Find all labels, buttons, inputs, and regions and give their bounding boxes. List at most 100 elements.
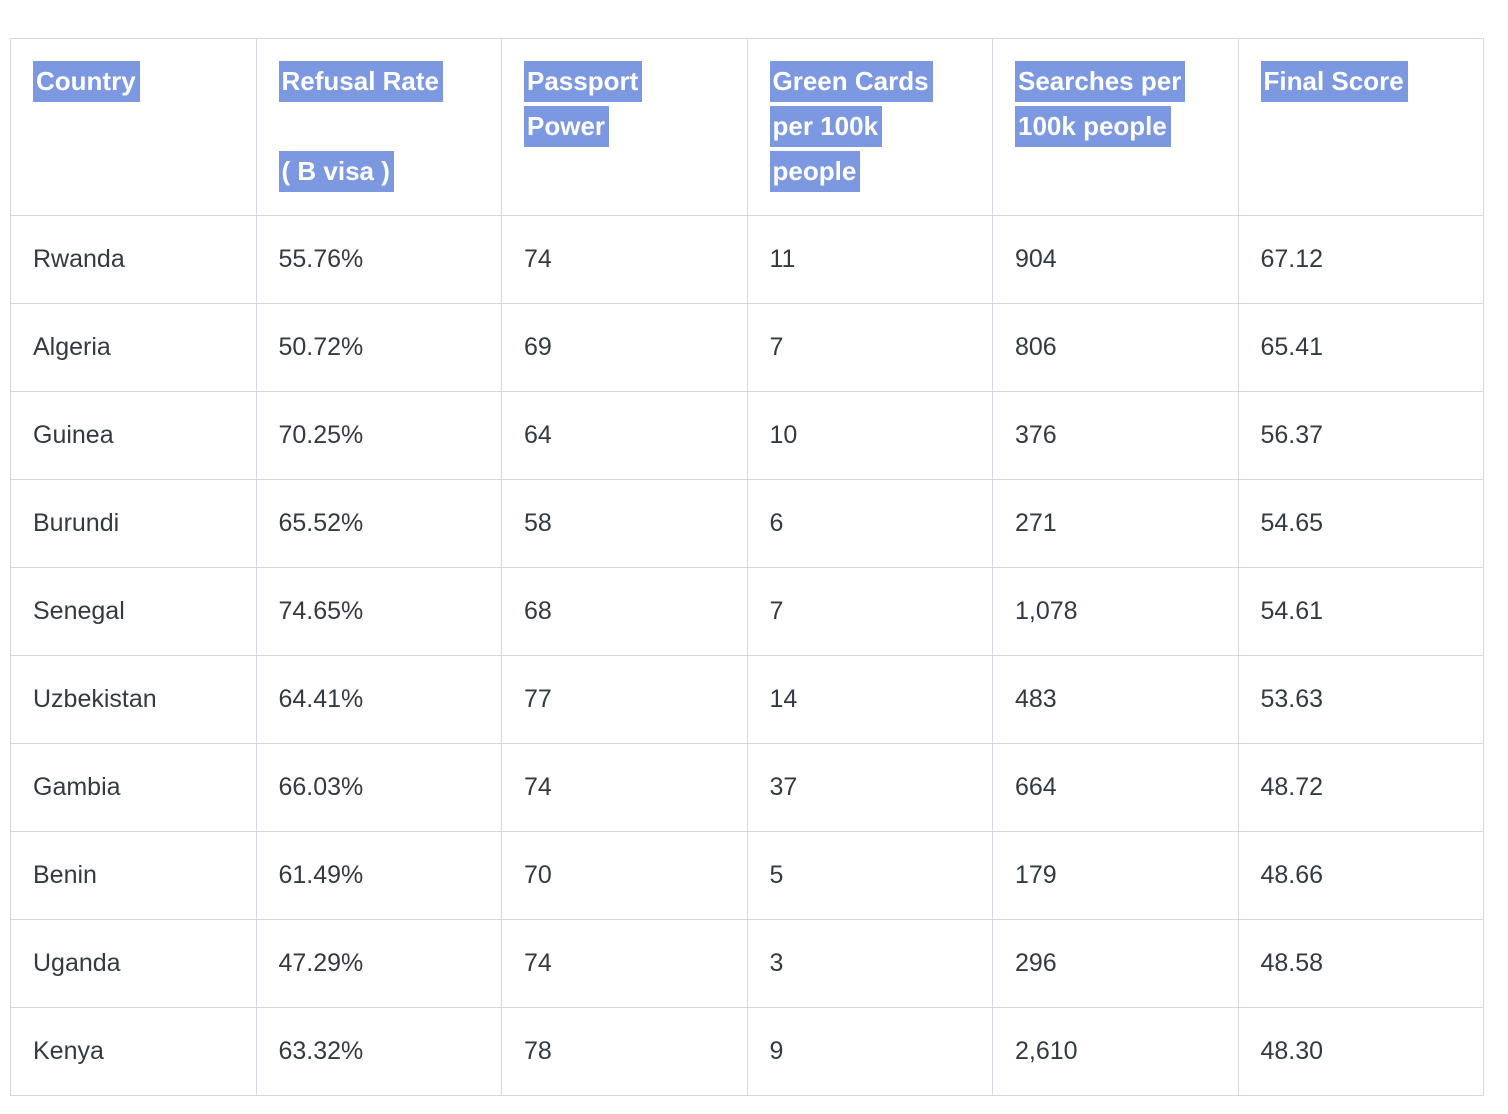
cell-final_score: 54.65 xyxy=(1237,479,1484,568)
cell-country: Uzbekistan xyxy=(10,655,257,744)
cell-final_score: 48.58 xyxy=(1237,919,1484,1008)
header-line: per 100k xyxy=(769,104,975,149)
column-header-passport_power: Passport Power xyxy=(501,38,748,216)
cell-searches_per_100k: 2,610 xyxy=(992,1007,1239,1096)
cell-searches_per_100k: 376 xyxy=(992,391,1239,480)
cell-searches_per_100k: 1,078 xyxy=(992,567,1239,656)
cell-green_cards_per_100k: 7 xyxy=(746,567,993,656)
cell-green_cards_per_100k: 5 xyxy=(746,831,993,920)
cell-passport_power: 74 xyxy=(501,743,748,832)
cell-final_score: 67.12 xyxy=(1237,215,1484,304)
cell-passport_power: 78 xyxy=(501,1007,748,1096)
cell-refusal_rate: 66.03% xyxy=(255,743,502,832)
cell-country: Algeria xyxy=(10,303,257,392)
selected-header-text: Passport xyxy=(524,61,643,102)
country-scores-table: Country Refusal Rate ( B visa ) Passport Pow… xyxy=(10,38,1484,1096)
document-table-container: Country Refusal Rate ( B visa ) Passport Pow… xyxy=(10,38,1484,1096)
selected-header-text: Power xyxy=(524,106,610,147)
selected-header-text: Green Cards xyxy=(769,61,933,102)
header-line: Country xyxy=(33,59,238,104)
table-body: Rwanda 55.76% 74 11 904 67.12 Algeria 50.72% 69 7… xyxy=(10,215,1484,1096)
cell-passport_power: 69 xyxy=(501,303,748,392)
cell-green_cards_per_100k: 10 xyxy=(746,391,993,480)
cell-final_score: 56.37 xyxy=(1237,391,1484,480)
cell-final_score: 65.41 xyxy=(1237,303,1484,392)
selected-header-text: per 100k xyxy=(769,106,883,147)
selected-header-text: Refusal Rate xyxy=(278,61,443,102)
cell-final_score: 53.63 xyxy=(1237,655,1484,744)
header-line: Green Cards xyxy=(769,59,975,104)
header-line: Searches per xyxy=(1015,59,1220,104)
cell-green_cards_per_100k: 9 xyxy=(746,1007,993,1096)
cell-passport_power: 74 xyxy=(501,919,748,1008)
table-row: Gambia 66.03% 74 37 664 48.72 xyxy=(10,743,1484,832)
header-line: people xyxy=(769,149,975,194)
header-line: Power xyxy=(524,104,729,149)
cell-searches_per_100k: 271 xyxy=(992,479,1239,568)
selected-header-text: Final Score xyxy=(1260,61,1408,102)
cell-green_cards_per_100k: 6 xyxy=(746,479,993,568)
cell-searches_per_100k: 296 xyxy=(992,919,1239,1008)
header-blank-line xyxy=(279,104,484,149)
cell-refusal_rate: 50.72% xyxy=(255,303,502,392)
table-row: Burundi 65.52% 58 6 271 54.65 xyxy=(10,479,1484,568)
column-header-refusal_rate: Refusal Rate ( B visa ) xyxy=(255,38,502,216)
cell-country: Benin xyxy=(10,831,257,920)
cell-passport_power: 64 xyxy=(501,391,748,480)
table-row: Uganda 47.29% 74 3 296 48.58 xyxy=(10,919,1484,1008)
column-header-final_score: Final Score xyxy=(1237,38,1484,216)
cell-country: Uganda xyxy=(10,919,257,1008)
table-header: Country Refusal Rate ( B visa ) Passport Pow… xyxy=(10,38,1484,216)
cell-country: Kenya xyxy=(10,1007,257,1096)
cell-country: Guinea xyxy=(10,391,257,480)
cell-green_cards_per_100k: 14 xyxy=(746,655,993,744)
header-line: Final Score xyxy=(1260,59,1466,104)
cell-final_score: 54.61 xyxy=(1237,567,1484,656)
cell-passport_power: 77 xyxy=(501,655,748,744)
cell-green_cards_per_100k: 11 xyxy=(746,215,993,304)
selected-header-text: 100k people xyxy=(1015,106,1171,147)
selected-header-text: ( B visa ) xyxy=(278,151,394,192)
cell-country: Gambia xyxy=(10,743,257,832)
column-header-country: Country xyxy=(10,38,257,216)
cell-final_score: 48.72 xyxy=(1237,743,1484,832)
cell-passport_power: 58 xyxy=(501,479,748,568)
cell-green_cards_per_100k: 3 xyxy=(746,919,993,1008)
cell-refusal_rate: 65.52% xyxy=(255,479,502,568)
cell-green_cards_per_100k: 37 xyxy=(746,743,993,832)
table-row: Guinea 70.25% 64 10 376 56.37 xyxy=(10,391,1484,480)
cell-refusal_rate: 47.29% xyxy=(255,919,502,1008)
cell-refusal_rate: 61.49% xyxy=(255,831,502,920)
cell-passport_power: 70 xyxy=(501,831,748,920)
table-row: Kenya 63.32% 78 9 2,610 48.30 xyxy=(10,1007,1484,1096)
table-row: Rwanda 55.76% 74 11 904 67.12 xyxy=(10,215,1484,304)
header-line: Passport xyxy=(524,59,729,104)
cell-country: Burundi xyxy=(10,479,257,568)
selected-header-text: people xyxy=(769,151,861,192)
cell-passport_power: 68 xyxy=(501,567,748,656)
table-row: Senegal 74.65% 68 7 1,078 54.61 xyxy=(10,567,1484,656)
cell-refusal_rate: 70.25% xyxy=(255,391,502,480)
header-row: Country Refusal Rate ( B visa ) Passport Pow… xyxy=(10,38,1484,216)
column-header-green_cards_per_100k: Green Cards per 100k people xyxy=(746,38,993,216)
selected-header-text: Country xyxy=(33,61,140,102)
header-line: Refusal Rate xyxy=(278,59,484,104)
cell-searches_per_100k: 179 xyxy=(992,831,1239,920)
cell-searches_per_100k: 664 xyxy=(992,743,1239,832)
cell-searches_per_100k: 483 xyxy=(992,655,1239,744)
header-line: 100k people xyxy=(1015,104,1220,149)
table-row: Algeria 50.72% 69 7 806 65.41 xyxy=(10,303,1484,392)
cell-country: Rwanda xyxy=(10,215,257,304)
cell-green_cards_per_100k: 7 xyxy=(746,303,993,392)
cell-refusal_rate: 74.65% xyxy=(255,567,502,656)
cell-searches_per_100k: 806 xyxy=(992,303,1239,392)
cell-final_score: 48.66 xyxy=(1237,831,1484,920)
cell-final_score: 48.30 xyxy=(1237,1007,1484,1096)
cell-passport_power: 74 xyxy=(501,215,748,304)
header-line: ( B visa ) xyxy=(278,149,484,194)
table-row: Benin 61.49% 70 5 179 48.66 xyxy=(10,831,1484,920)
cell-refusal_rate: 63.32% xyxy=(255,1007,502,1096)
cell-refusal_rate: 64.41% xyxy=(255,655,502,744)
selected-header-text: Searches per xyxy=(1015,61,1186,102)
cell-country: Senegal xyxy=(10,567,257,656)
